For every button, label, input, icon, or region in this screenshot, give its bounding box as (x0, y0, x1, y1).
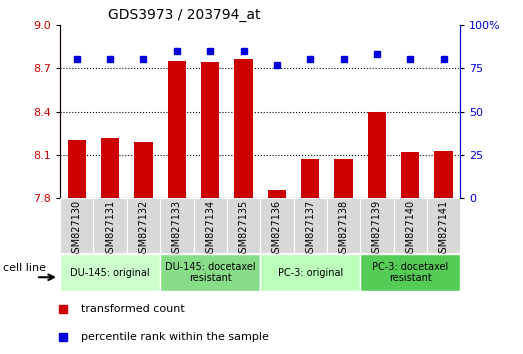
Bar (301, 159, 320, 198)
Bar (360, 198, 393, 253)
Text: PC-3: original: PC-3: original (278, 268, 343, 278)
Bar (401, 152, 419, 198)
Text: transformed count: transformed count (81, 304, 185, 314)
Text: GSM827140: GSM827140 (405, 200, 415, 259)
Text: GSM827131: GSM827131 (105, 200, 115, 259)
Bar (327, 198, 360, 253)
Bar (168, 61, 186, 198)
Text: GSM827132: GSM827132 (139, 200, 149, 259)
Text: GSM827136: GSM827136 (272, 200, 282, 259)
Bar (201, 62, 219, 198)
Bar (67, 141, 86, 198)
Bar (227, 198, 260, 253)
Bar (260, 198, 293, 253)
Text: DU-145: docetaxel
resistant: DU-145: docetaxel resistant (165, 262, 256, 284)
Bar (194, 198, 227, 253)
Text: GSM827141: GSM827141 (439, 200, 449, 259)
Bar (293, 198, 327, 253)
Text: DU-145: original: DU-145: original (71, 268, 150, 278)
Bar (394, 198, 427, 253)
Text: GSM827134: GSM827134 (205, 200, 215, 259)
Bar (368, 112, 386, 198)
Text: cell line: cell line (3, 263, 46, 273)
Bar (127, 198, 160, 253)
Text: GSM827133: GSM827133 (172, 200, 182, 259)
Text: percentile rank within the sample: percentile rank within the sample (81, 332, 269, 342)
Bar (427, 198, 460, 253)
Text: GSM827135: GSM827135 (238, 200, 248, 259)
Bar (260, 254, 360, 291)
Bar (60, 198, 94, 253)
Text: PC-3: docetaxel
resistant: PC-3: docetaxel resistant (372, 262, 448, 284)
Bar (268, 189, 286, 198)
Bar (160, 254, 260, 291)
Bar (101, 137, 119, 198)
Bar (334, 159, 353, 198)
Text: GSM827137: GSM827137 (305, 200, 315, 259)
Bar (134, 142, 153, 198)
Bar (435, 150, 453, 198)
Bar (60, 254, 160, 291)
Text: GSM827139: GSM827139 (372, 200, 382, 259)
Bar (360, 254, 460, 291)
Text: GDS3973 / 203794_at: GDS3973 / 203794_at (108, 8, 260, 22)
Bar (234, 59, 253, 198)
Text: GSM827138: GSM827138 (338, 200, 348, 259)
Text: GSM827130: GSM827130 (72, 200, 82, 259)
Bar (94, 198, 127, 253)
Bar (160, 198, 194, 253)
